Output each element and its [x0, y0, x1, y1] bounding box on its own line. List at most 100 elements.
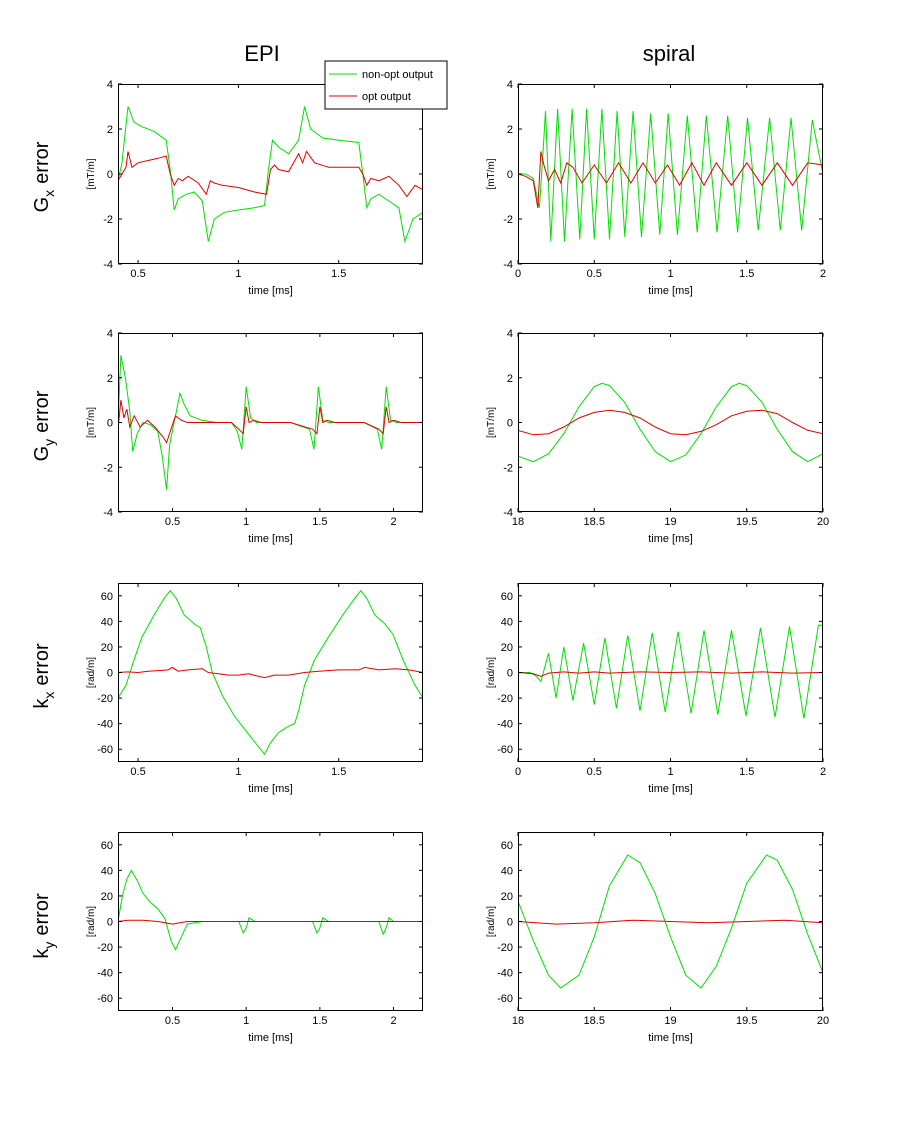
kx-epi-ytick-label: 40 [101, 616, 113, 628]
row-label-gy: Gy error [31, 390, 57, 461]
ky-spiral-ytick-label: -60 [497, 993, 513, 1005]
gx-spiral-ytick-label: 4 [507, 79, 513, 91]
gx-epi-xtick-label: 1 [235, 268, 241, 280]
row-label-ky-main: k [31, 948, 53, 959]
row-label-kx: kx error [31, 643, 57, 709]
gx-epi-ytick-label: -4 [103, 259, 113, 271]
kx-epi-xlabel: time [ms] [248, 783, 293, 795]
gx-spiral-ytick-label: -4 [503, 259, 513, 271]
ky-spiral-series-opt [518, 919, 823, 925]
panel-ky-spiral: 18 18.5 19 19.5 20 -60 -40 -20 0 20 40 60 time [ms] [… [486, 832, 829, 1044]
ky-spiral-ytick-label: 60 [501, 840, 513, 852]
kx-spiral-ylabel: [rad/m] [486, 657, 497, 688]
kx-spiral-ytick-label: -40 [497, 719, 513, 731]
row-label-kx-main: k [31, 698, 53, 709]
ky-spiral-ytick-label: 0 [507, 917, 513, 929]
ky-epi-ytick-label: 0 [107, 917, 113, 929]
gy-spiral-xtick-label: 20 [817, 516, 829, 528]
gy-spiral-xtick-label: 19 [664, 516, 676, 528]
gy-epi-xtick-label: 2 [390, 516, 396, 528]
panel-kx-spiral: 0 0.5 1 1.5 2 -60 -40 -20 0 20 40 60 time [ms] [rad/m… [486, 583, 826, 795]
panel-ky-epi: 0.5 1 1.5 2 -60 -40 -20 0 20 40 60 time [ms] [rad/m] [86, 832, 423, 1044]
row-label-ky: ky error [31, 893, 57, 959]
panel-gy-spiral: 18 18.5 19 19.5 20 -4 -2 0 2 4 time [ms] [mT/m] [486, 328, 829, 545]
ky-epi-ytick-label: 40 [101, 865, 113, 877]
gy-epi-xlabel: time [ms] [248, 533, 293, 545]
kx-epi-ytick-label: 60 [101, 591, 113, 603]
panel-gy-epi: 0.5 1 1.5 2 -4 -2 0 2 4 time [ms] [mT/m] [86, 328, 423, 545]
gx-epi-plot-area [118, 84, 423, 264]
ky-epi-series-opt [118, 919, 423, 925]
gy-epi-ylabel: [mT/m] [86, 407, 97, 438]
kx-epi-ytick-label: 0 [107, 668, 113, 680]
ky-spiral-xtick-label: 19 [664, 1015, 676, 1027]
row-label-gx-sub: x [41, 190, 57, 197]
ky-spiral-xtick-label: 18 [512, 1015, 524, 1027]
gy-spiral-plot-area [518, 333, 823, 512]
gx-epi-xtick-label: 0.5 [130, 268, 145, 280]
kx-spiral-series-opt [518, 671, 823, 677]
ky-spiral-xtick-label: 18.5 [584, 1015, 605, 1027]
row-label-gx-main: G [31, 197, 53, 213]
gx-epi-ytick-label: 0 [107, 169, 113, 181]
kx-spiral-xtick-label: 1.5 [739, 766, 754, 778]
legend-label-non-opt: non-opt output [362, 69, 433, 81]
legend-label-opt: opt output [362, 91, 411, 103]
gx-epi-ytick-label: -2 [103, 214, 113, 226]
gy-spiral-series-opt [518, 409, 823, 436]
gy-epi-ytick-label: 2 [107, 373, 113, 385]
gy-epi-ytick-label: 0 [107, 418, 113, 430]
kx-spiral-ytick-label: -60 [497, 744, 513, 756]
row-label-ky-rest: error [31, 893, 53, 936]
kx-epi-ylabel: [rad/m] [86, 657, 97, 688]
svg-text:Gyerror: Gy error [31, 390, 57, 461]
legend: non-opt output opt output [324, 60, 448, 110]
svg-text:kxerror: kx error [31, 643, 57, 709]
kx-epi-plot-area [118, 583, 423, 762]
ky-epi-ylabel: [rad/m] [86, 906, 97, 937]
ky-epi-xtick-label: 1.5 [312, 1015, 327, 1027]
gy-epi-xtick-label: 0.5 [165, 516, 180, 528]
gx-epi-xtick-label: 1.5 [331, 268, 346, 280]
ky-spiral-xtick-label: 20 [817, 1015, 829, 1027]
gy-spiral-xtick-label: 18.5 [584, 516, 605, 528]
gy-spiral-ytick-label: 0 [507, 418, 513, 430]
row-label-gx-rest: error [31, 141, 53, 184]
kx-spiral-xtick-label: 0 [515, 766, 521, 778]
kx-epi-ytick-label: 20 [101, 642, 113, 654]
gy-spiral-xlabel: time [ms] [648, 533, 693, 545]
gx-epi-ytick-label: 4 [107, 79, 113, 91]
ky-epi-xtick-label: 1 [243, 1015, 249, 1027]
kx-epi-series-non-opt [118, 589, 423, 756]
gy-spiral-ylabel: [mT/m] [486, 407, 497, 438]
legend-box [324, 60, 448, 110]
row-label-gy-main: G [31, 446, 53, 462]
gx-spiral-series-opt [518, 151, 823, 208]
gx-spiral-xtick-label: 0 [515, 268, 521, 280]
svg-text:kyerror: ky error [31, 893, 57, 959]
ky-spiral-series-non-opt [518, 854, 823, 989]
row-label-gy-sub: y [41, 439, 57, 446]
gx-spiral-ytick-label: -2 [503, 214, 513, 226]
panel-gx-epi: 0.5 1 1.5 -4 -2 0 2 4 time [ms] [mT/m] [86, 79, 423, 297]
kx-spiral-xtick-label: 1 [667, 766, 673, 778]
kx-epi-xtick-label: 1.5 [331, 766, 346, 778]
ky-spiral-ytick-label: 40 [501, 865, 513, 877]
kx-spiral-ytick-label: -20 [497, 693, 513, 705]
gy-spiral-ytick-label: -4 [503, 507, 513, 519]
ky-epi-ytick-label: -60 [97, 993, 113, 1005]
kx-spiral-ytick-label: 0 [507, 668, 513, 680]
ky-spiral-xlabel: time [ms] [648, 1032, 693, 1044]
ky-epi-ytick-label: 60 [101, 840, 113, 852]
gy-epi-ytick-label: -2 [103, 462, 113, 474]
kx-epi-xtick-label: 0.5 [130, 766, 145, 778]
gx-epi-ytick-label: 2 [107, 124, 113, 136]
kx-epi-ytick-label: -20 [97, 693, 113, 705]
gx-spiral-ylabel: [mT/m] [486, 158, 497, 189]
row-label-gx: Gx error [31, 141, 57, 212]
row-label-gy-rest: error [31, 390, 53, 433]
column-title-spiral: spiral [643, 41, 696, 66]
gx-spiral-xtick-label: 0.5 [587, 268, 602, 280]
ky-epi-xlabel: time [ms] [248, 1032, 293, 1044]
